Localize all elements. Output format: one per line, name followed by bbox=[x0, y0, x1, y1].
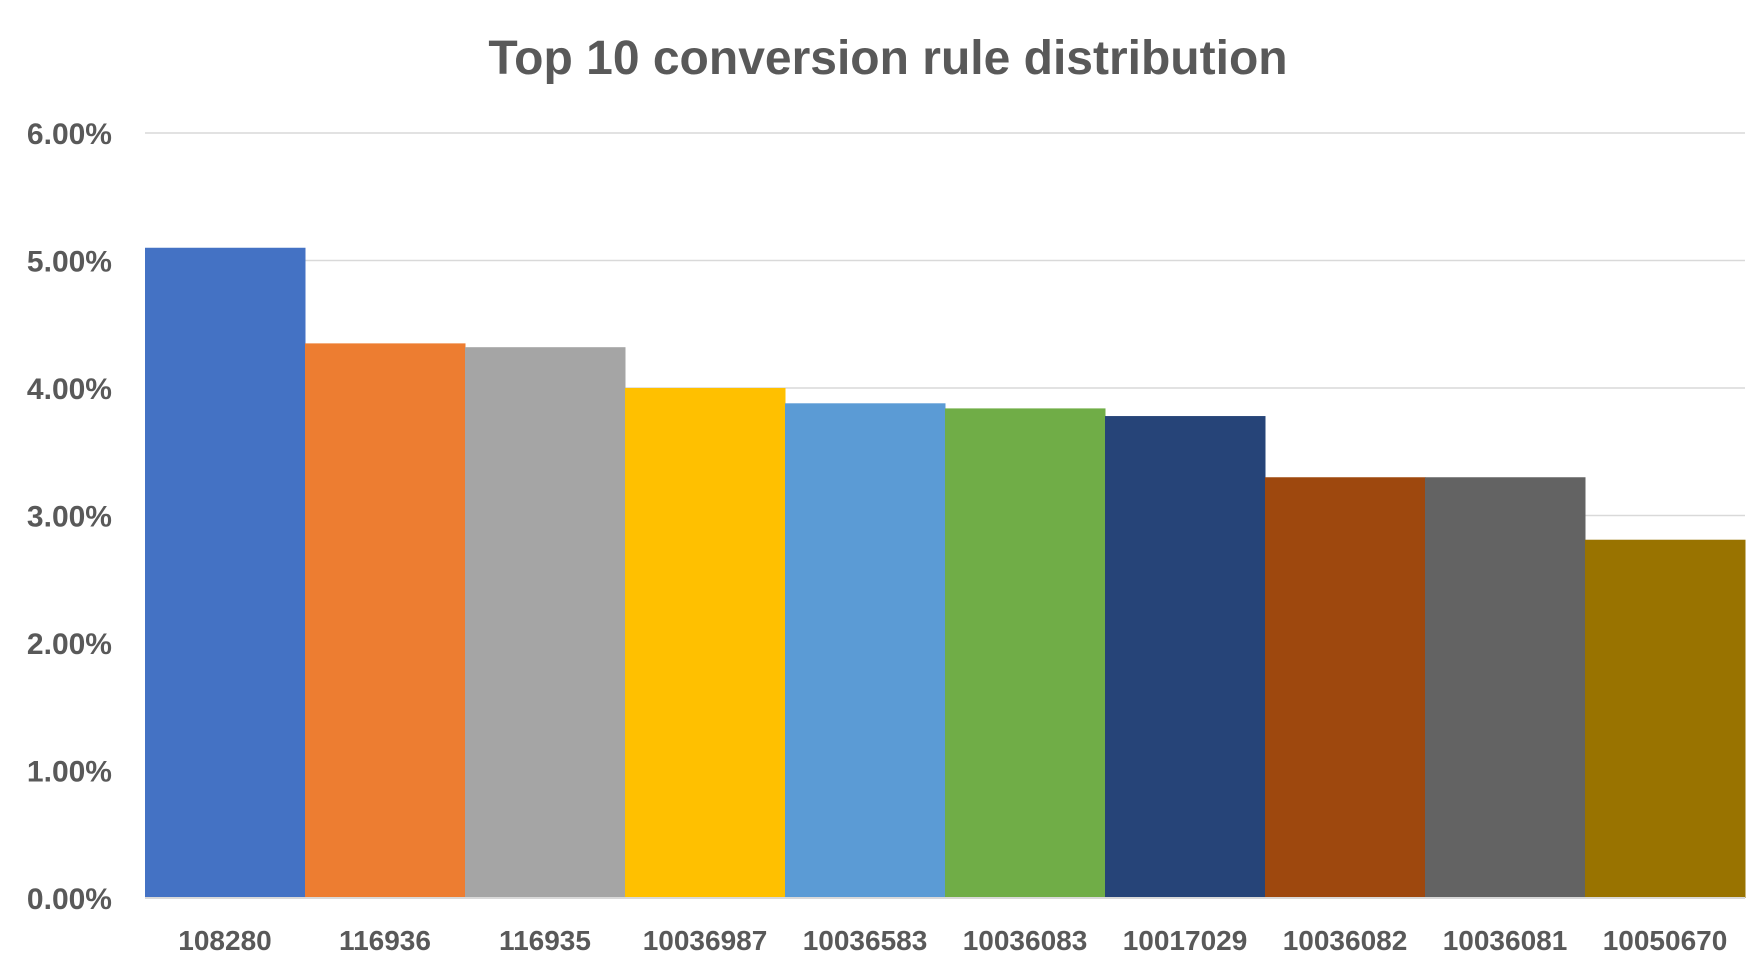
bar-10036583 bbox=[785, 403, 946, 898]
chart-title: Top 10 conversion rule distribution bbox=[488, 32, 1287, 85]
x-tick-label: 116936 bbox=[339, 925, 431, 956]
x-tick-label: 10036583 bbox=[803, 925, 928, 956]
y-tick-label: 4.00% bbox=[27, 373, 112, 406]
y-tick-label: 5.00% bbox=[27, 246, 112, 279]
y-tick-label: 2.00% bbox=[27, 628, 112, 661]
bar-10036082 bbox=[1265, 477, 1426, 898]
x-tick-label: 108280 bbox=[178, 925, 271, 956]
bar-10036083 bbox=[945, 408, 1106, 898]
x-tick-label: 10036987 bbox=[643, 925, 768, 956]
x-tick-label: 116935 bbox=[499, 925, 591, 956]
x-tick-label: 10050670 bbox=[1603, 925, 1728, 956]
x-tick-label: 10036081 bbox=[1443, 925, 1568, 956]
bar-10036987 bbox=[625, 388, 786, 898]
y-axis-ticks: 0.00% 1.00% 2.00% 3.00% 4.00% 5.00% 6.00% bbox=[27, 118, 112, 916]
y-tick-label: 6.00% bbox=[27, 118, 112, 151]
x-tick-label: 10017029 bbox=[1123, 925, 1248, 956]
y-tick-label: 0.00% bbox=[27, 883, 112, 916]
bar-10017029 bbox=[1105, 416, 1266, 898]
bar-10036081 bbox=[1425, 477, 1586, 898]
bars bbox=[145, 247, 1746, 898]
y-tick-label: 1.00% bbox=[27, 756, 112, 789]
bar-10050670 bbox=[1585, 539, 1746, 898]
x-tick-label: 10036082 bbox=[1283, 925, 1408, 956]
bar-108280 bbox=[145, 247, 306, 898]
x-axis-ticks: 108280 116936 116935 10036987 10036583 100360… bbox=[178, 925, 1727, 956]
y-tick-label: 3.00% bbox=[27, 501, 112, 534]
bar-116935 bbox=[465, 347, 626, 898]
bar-116936 bbox=[305, 343, 466, 898]
x-tick-label: 10036083 bbox=[963, 925, 1088, 956]
